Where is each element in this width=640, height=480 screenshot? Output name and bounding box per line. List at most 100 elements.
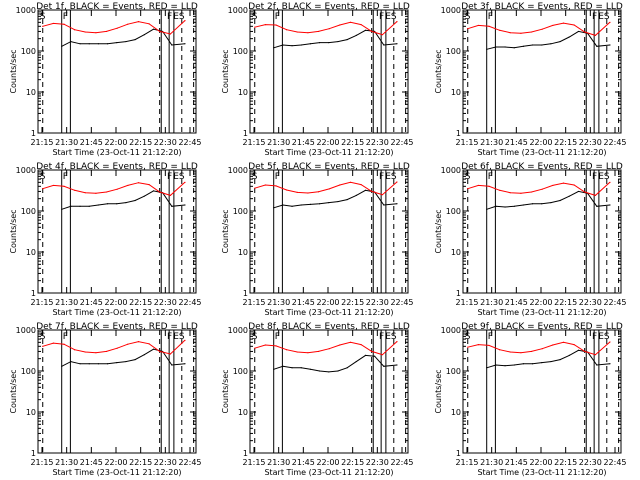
x-axis-label: Start Time (23-Oct-11 21:12:20): [52, 468, 181, 477]
lld-line: [254, 341, 398, 356]
data-point: [148, 23, 150, 25]
detector-panel-1: Det 1f, BLACK = Events, RED = LLD 1 10 100 1…: [9, 2, 202, 157]
y-tick-label: 1000: [16, 166, 36, 175]
data-point: [488, 25, 490, 27]
data-point: [568, 195, 570, 197]
panel-title: Det 5f, BLACK = Events, RED = LLD: [248, 162, 410, 172]
panel-title: Det 3f, BLACK = Events, RED = LLD: [461, 2, 623, 12]
data-point: [307, 32, 309, 34]
data-point: [291, 45, 293, 47]
data-point: [396, 181, 398, 183]
y-tick-label: 100: [446, 367, 461, 376]
data-point: [317, 30, 320, 33]
data-point: [116, 347, 118, 349]
x-tick-label: 21:15: [455, 298, 478, 307]
data-point: [106, 363, 109, 365]
interval-flag: F: [63, 12, 68, 22]
x-axis-label: Start Time (23-Oct-11 21:12:20): [264, 468, 393, 477]
interval-flag: F: [275, 12, 280, 22]
lld-line: [467, 21, 611, 36]
data-point: [88, 363, 90, 365]
x-tick-label: 21:45: [505, 138, 528, 147]
interval-flag: F: [488, 172, 493, 182]
interval-flag: E: [173, 332, 179, 342]
data-point: [282, 204, 284, 206]
y-tick-label: 10: [26, 408, 36, 417]
data-point: [499, 349, 501, 351]
y-tick-label: 1000: [16, 326, 36, 335]
data-point: [541, 203, 543, 205]
y-tick-label: 1000: [441, 326, 461, 335]
x-tick-label: 22:00: [104, 458, 127, 467]
y-axis-label: Counts/sec: [221, 369, 230, 413]
y-tick-label: 100: [21, 207, 36, 216]
data-point: [125, 360, 127, 363]
y-tick-label: 1: [456, 289, 461, 298]
data-point: [573, 184, 575, 186]
data-point: [328, 188, 330, 190]
x-tick-label: 21:30: [267, 138, 290, 147]
data-point: [52, 184, 54, 187]
data-point: [337, 200, 339, 203]
data-point: [264, 184, 266, 186]
data-point: [296, 351, 298, 353]
lld-line: [42, 339, 186, 355]
x-axis-label: Start Time (23-Oct-11 21:12:20): [477, 468, 606, 477]
x-tick-label: 22:15: [341, 138, 364, 147]
data-point: [317, 191, 320, 193]
data-point: [61, 208, 63, 210]
detector-panel-5: Det 5f, BLACK = Events, RED = LLD 1 10 100 1…: [221, 162, 414, 317]
y-tick-label: 1000: [441, 166, 461, 175]
y-tick-label: 100: [233, 367, 248, 376]
interval-flag: F: [488, 12, 493, 22]
data-point: [143, 195, 145, 197]
interval-flag: S: [391, 332, 397, 342]
y-axis-label: Counts/sec: [434, 49, 443, 93]
data-point: [577, 30, 580, 33]
data-point: [79, 205, 81, 207]
x-tick-label: 21:30: [55, 138, 78, 147]
data-point: [273, 47, 275, 49]
x-tick-label: 21:15: [30, 458, 53, 467]
data-point: [254, 26, 256, 28]
data-point: [522, 204, 525, 206]
interval-flag: S: [604, 332, 610, 342]
data-point: [346, 367, 348, 369]
data-point: [307, 352, 309, 354]
detector-panel-7: Det 7f, BLACK = Events, RED = LLD 1 10 100 1…: [9, 322, 202, 477]
interval-flag: S: [465, 332, 471, 342]
data-point: [63, 23, 65, 25]
data-point: [309, 43, 312, 45]
interval-flag: S: [40, 332, 46, 342]
data-point: [349, 341, 352, 343]
y-axis-label: Counts/sec: [221, 209, 230, 253]
x-tick-label: 21:30: [480, 138, 503, 147]
events-line: [61, 28, 185, 47]
data-point: [383, 204, 385, 206]
x-tick-label: 22:30: [579, 458, 602, 467]
data-point: [339, 24, 341, 26]
data-point: [169, 353, 171, 355]
data-point: [559, 40, 561, 43]
interval-flag: F: [275, 172, 280, 182]
data-point: [486, 48, 488, 50]
data-point: [105, 350, 108, 353]
data-point: [300, 204, 302, 206]
data-point: [318, 203, 321, 205]
interval-flag: F: [379, 12, 384, 22]
data-point: [125, 40, 127, 43]
x-axis-label: Start Time (23-Oct-11 21:12:20): [264, 148, 393, 157]
x-tick-label: 21:45: [505, 298, 528, 307]
lld-line: [42, 20, 186, 35]
x-tick-label: 21:15: [242, 138, 265, 147]
interval-flag: F: [167, 332, 172, 342]
y-tick-label: 1: [31, 289, 36, 298]
interval-flag: S: [179, 172, 185, 182]
x-tick-label: 22:15: [129, 298, 152, 307]
y-tick-label: 1: [456, 129, 461, 138]
interval-flag: E: [598, 332, 604, 342]
data-point: [152, 348, 155, 350]
x-tick-label: 22:15: [554, 458, 577, 467]
